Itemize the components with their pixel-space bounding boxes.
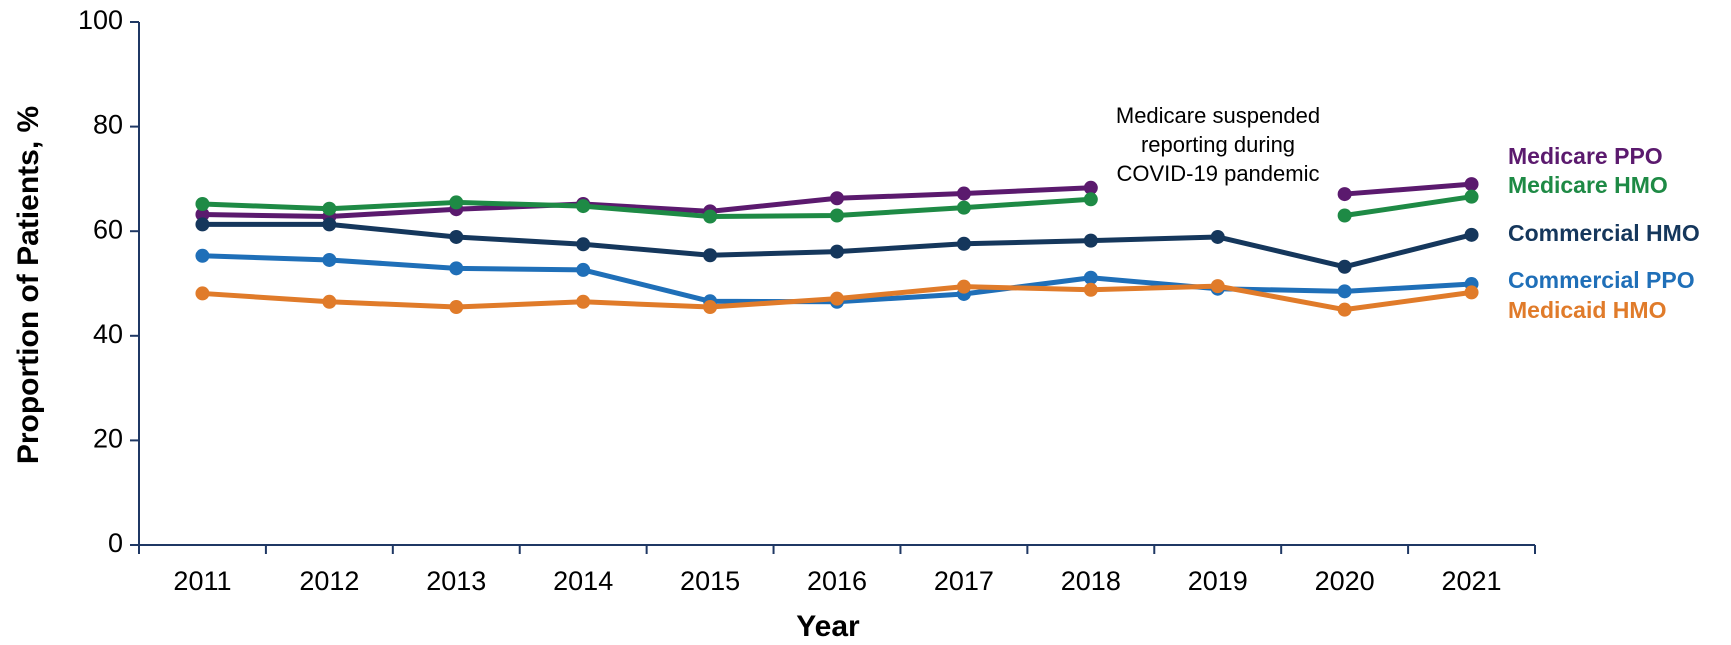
y-tick-label: 80: [93, 110, 123, 140]
data-point: [956, 279, 971, 294]
annotation: Medicare suspended: [1116, 103, 1320, 128]
data-point: [195, 197, 210, 212]
legend-label: Medicare HMO: [1508, 172, 1668, 198]
data-point: [1083, 270, 1098, 285]
data-point: [1337, 284, 1352, 299]
data-point: [956, 236, 971, 251]
data-point: [1083, 233, 1098, 248]
data-point: [1337, 187, 1352, 202]
data-point: [195, 286, 210, 301]
data-point: [1464, 189, 1479, 204]
x-tick-label: 2020: [1315, 566, 1375, 596]
series-line: [1344, 194, 1472, 218]
y-tick-label: 60: [93, 214, 123, 244]
series-line: [202, 185, 1091, 220]
data-point: [322, 201, 337, 216]
data-point: [195, 207, 210, 222]
data-point: [830, 208, 844, 223]
data-point: [449, 261, 464, 276]
y-tick-label: 100: [78, 5, 123, 35]
x-tick-label: 2018: [1061, 566, 1121, 596]
y-axis-label: Proportion of Patients, %: [12, 106, 45, 464]
data-point: [703, 209, 718, 224]
x-tick-label: 2014: [553, 566, 613, 596]
x-tick-label: 2011: [173, 566, 231, 596]
y-tick-label: 20: [93, 424, 123, 454]
data-point: [830, 244, 844, 259]
data-point: [1337, 302, 1352, 317]
y-tick-label: 0: [108, 528, 123, 558]
data-point: [830, 191, 844, 206]
data-point: [322, 252, 337, 267]
data-point: [195, 248, 210, 263]
data-point: [703, 300, 718, 315]
data-point: [1210, 279, 1225, 294]
x-tick-label: 2016: [807, 566, 867, 596]
x-tick-label: 2012: [299, 566, 359, 596]
x-tick-label: 2013: [426, 566, 486, 596]
x-tick-label: 2019: [1188, 566, 1248, 596]
x-tick-label: 2017: [934, 566, 994, 596]
data-point: [322, 294, 337, 309]
data-point: [576, 199, 591, 214]
data-point: [1337, 259, 1352, 274]
y-tick-label: 40: [93, 319, 123, 349]
data-point: [576, 262, 591, 277]
x-axis-label: Year: [796, 610, 860, 643]
data-point: [195, 217, 210, 232]
data-point: [830, 291, 844, 306]
data-point: [956, 186, 971, 201]
data-point: [449, 229, 464, 244]
data-point: [1337, 208, 1352, 223]
annotation: reporting during: [1141, 132, 1295, 157]
series-line: [202, 196, 1091, 220]
data-point: [449, 300, 464, 315]
data-point: [576, 294, 591, 309]
data-point: [1464, 227, 1479, 242]
data-point: [703, 248, 718, 263]
data-point: [1083, 180, 1098, 195]
legend-label: Commercial HMO: [1508, 220, 1700, 246]
legend-label: Medicare PPO: [1508, 143, 1663, 169]
data-point: [322, 217, 337, 232]
legend-label: Commercial PPO: [1508, 267, 1695, 293]
data-point: [449, 195, 464, 210]
data-point: [1083, 192, 1098, 207]
data-point: [1464, 285, 1479, 300]
data-point: [956, 200, 971, 215]
data-point: [576, 237, 591, 252]
series-line: [1344, 181, 1472, 197]
legend-label: Medicaid HMO: [1508, 297, 1666, 323]
annotation: COVID-19 pandemic: [1117, 161, 1320, 186]
data-point: [1210, 229, 1225, 244]
data-point: [1464, 177, 1479, 192]
data-point: [1083, 282, 1098, 297]
x-tick-label: 2021: [1442, 566, 1502, 596]
x-tick-label: 2015: [680, 566, 740, 596]
